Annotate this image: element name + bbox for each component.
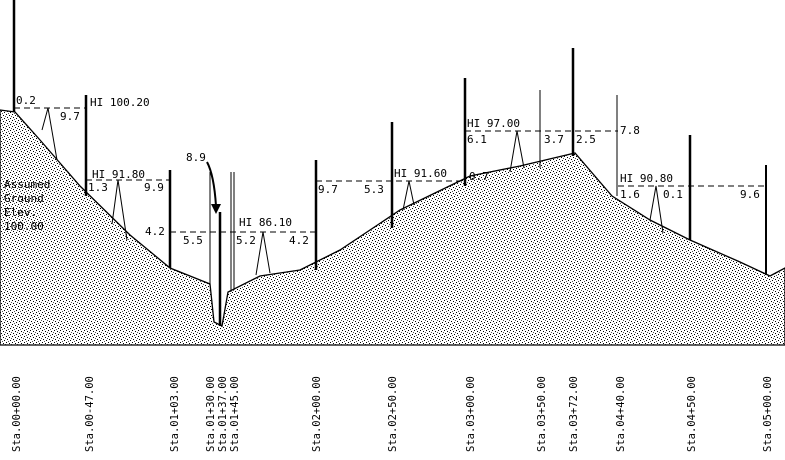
reading: 3.7 [544,133,564,146]
station-label: Sta.00-47.00 [84,376,96,452]
station-label: Sta.02+00.00 [311,376,323,452]
station-label: Sta.05+00.00 [762,376,774,452]
hi-labels: HI 100.20 HI 91.80 HI 86.10 HI 91.60 HI … [90,96,673,229]
reading: 9.6 [740,188,760,201]
hi-label: HI 100.20 [90,96,150,109]
station-label: Sta.01+30.00 [205,376,217,452]
station-label: Sta.04+50.00 [686,376,698,452]
note-line-2: Ground [4,192,44,205]
reading: 1.3 [88,181,108,194]
note-line-3: Elev. [4,206,37,219]
hi-label: HI 90.80 [620,172,673,185]
reading: 1.6 [620,188,640,201]
reading: 9.7 [318,183,338,196]
reading: 5.2 [236,234,256,247]
station-label: Sta.00+00.00 [11,376,23,452]
reading: 5.3 [364,183,384,196]
reading: 0.2 [16,94,36,107]
hi-label: HI 86.10 [239,216,292,229]
reading: 8.9 [186,151,206,164]
reading: 7.8 [620,124,640,137]
reading: 9.7 [60,110,80,123]
instrument-tripods [41,107,664,276]
benchmark-note: Assumed Ground Elev. 100.00 [4,178,50,233]
hi-label: HI 97.00 [467,117,520,130]
station-label: Sta.04+40.00 [615,376,627,452]
hi-lines [14,107,766,233]
reading: 0.7 [469,170,489,183]
station-labels: Sta.00+00.00 Sta.00-47.00 Sta.01+03.00 S… [11,376,774,452]
reading: 5.5 [183,234,203,247]
hi-label: HI 91.80 [92,168,145,181]
station-label: Sta.01+37.00 [217,376,229,452]
reading: 9.9 [144,181,164,194]
station-label: Sta.03+72.00 [568,376,580,452]
station-label: Sta.02+50.00 [387,376,399,452]
reading: 4.2 [145,225,165,238]
reading: 2.5 [576,133,596,146]
level-rods [12,0,767,326]
reading: 6.1 [467,133,487,146]
note-line-4: 100.00 [4,220,44,233]
reading: 0.1 [663,188,683,201]
reading: 4.2 [289,234,309,247]
hi-label: HI 91.60 [394,167,447,180]
arrow-down-icon [211,204,221,214]
note-line-1: Assumed [4,178,50,191]
station-label: Sta.01+03.00 [169,376,181,452]
station-label: Sta.03+00.00 [465,376,477,452]
rod-readings: 0.2 9.7 1.3 9.9 4.2 8.9 5.5 5.2 4.2 9.7 … [16,94,760,247]
station-label: Sta.01+45.00 [229,376,241,452]
station-label: Sta.03+50.00 [536,376,548,452]
turning-arrow [206,161,221,214]
